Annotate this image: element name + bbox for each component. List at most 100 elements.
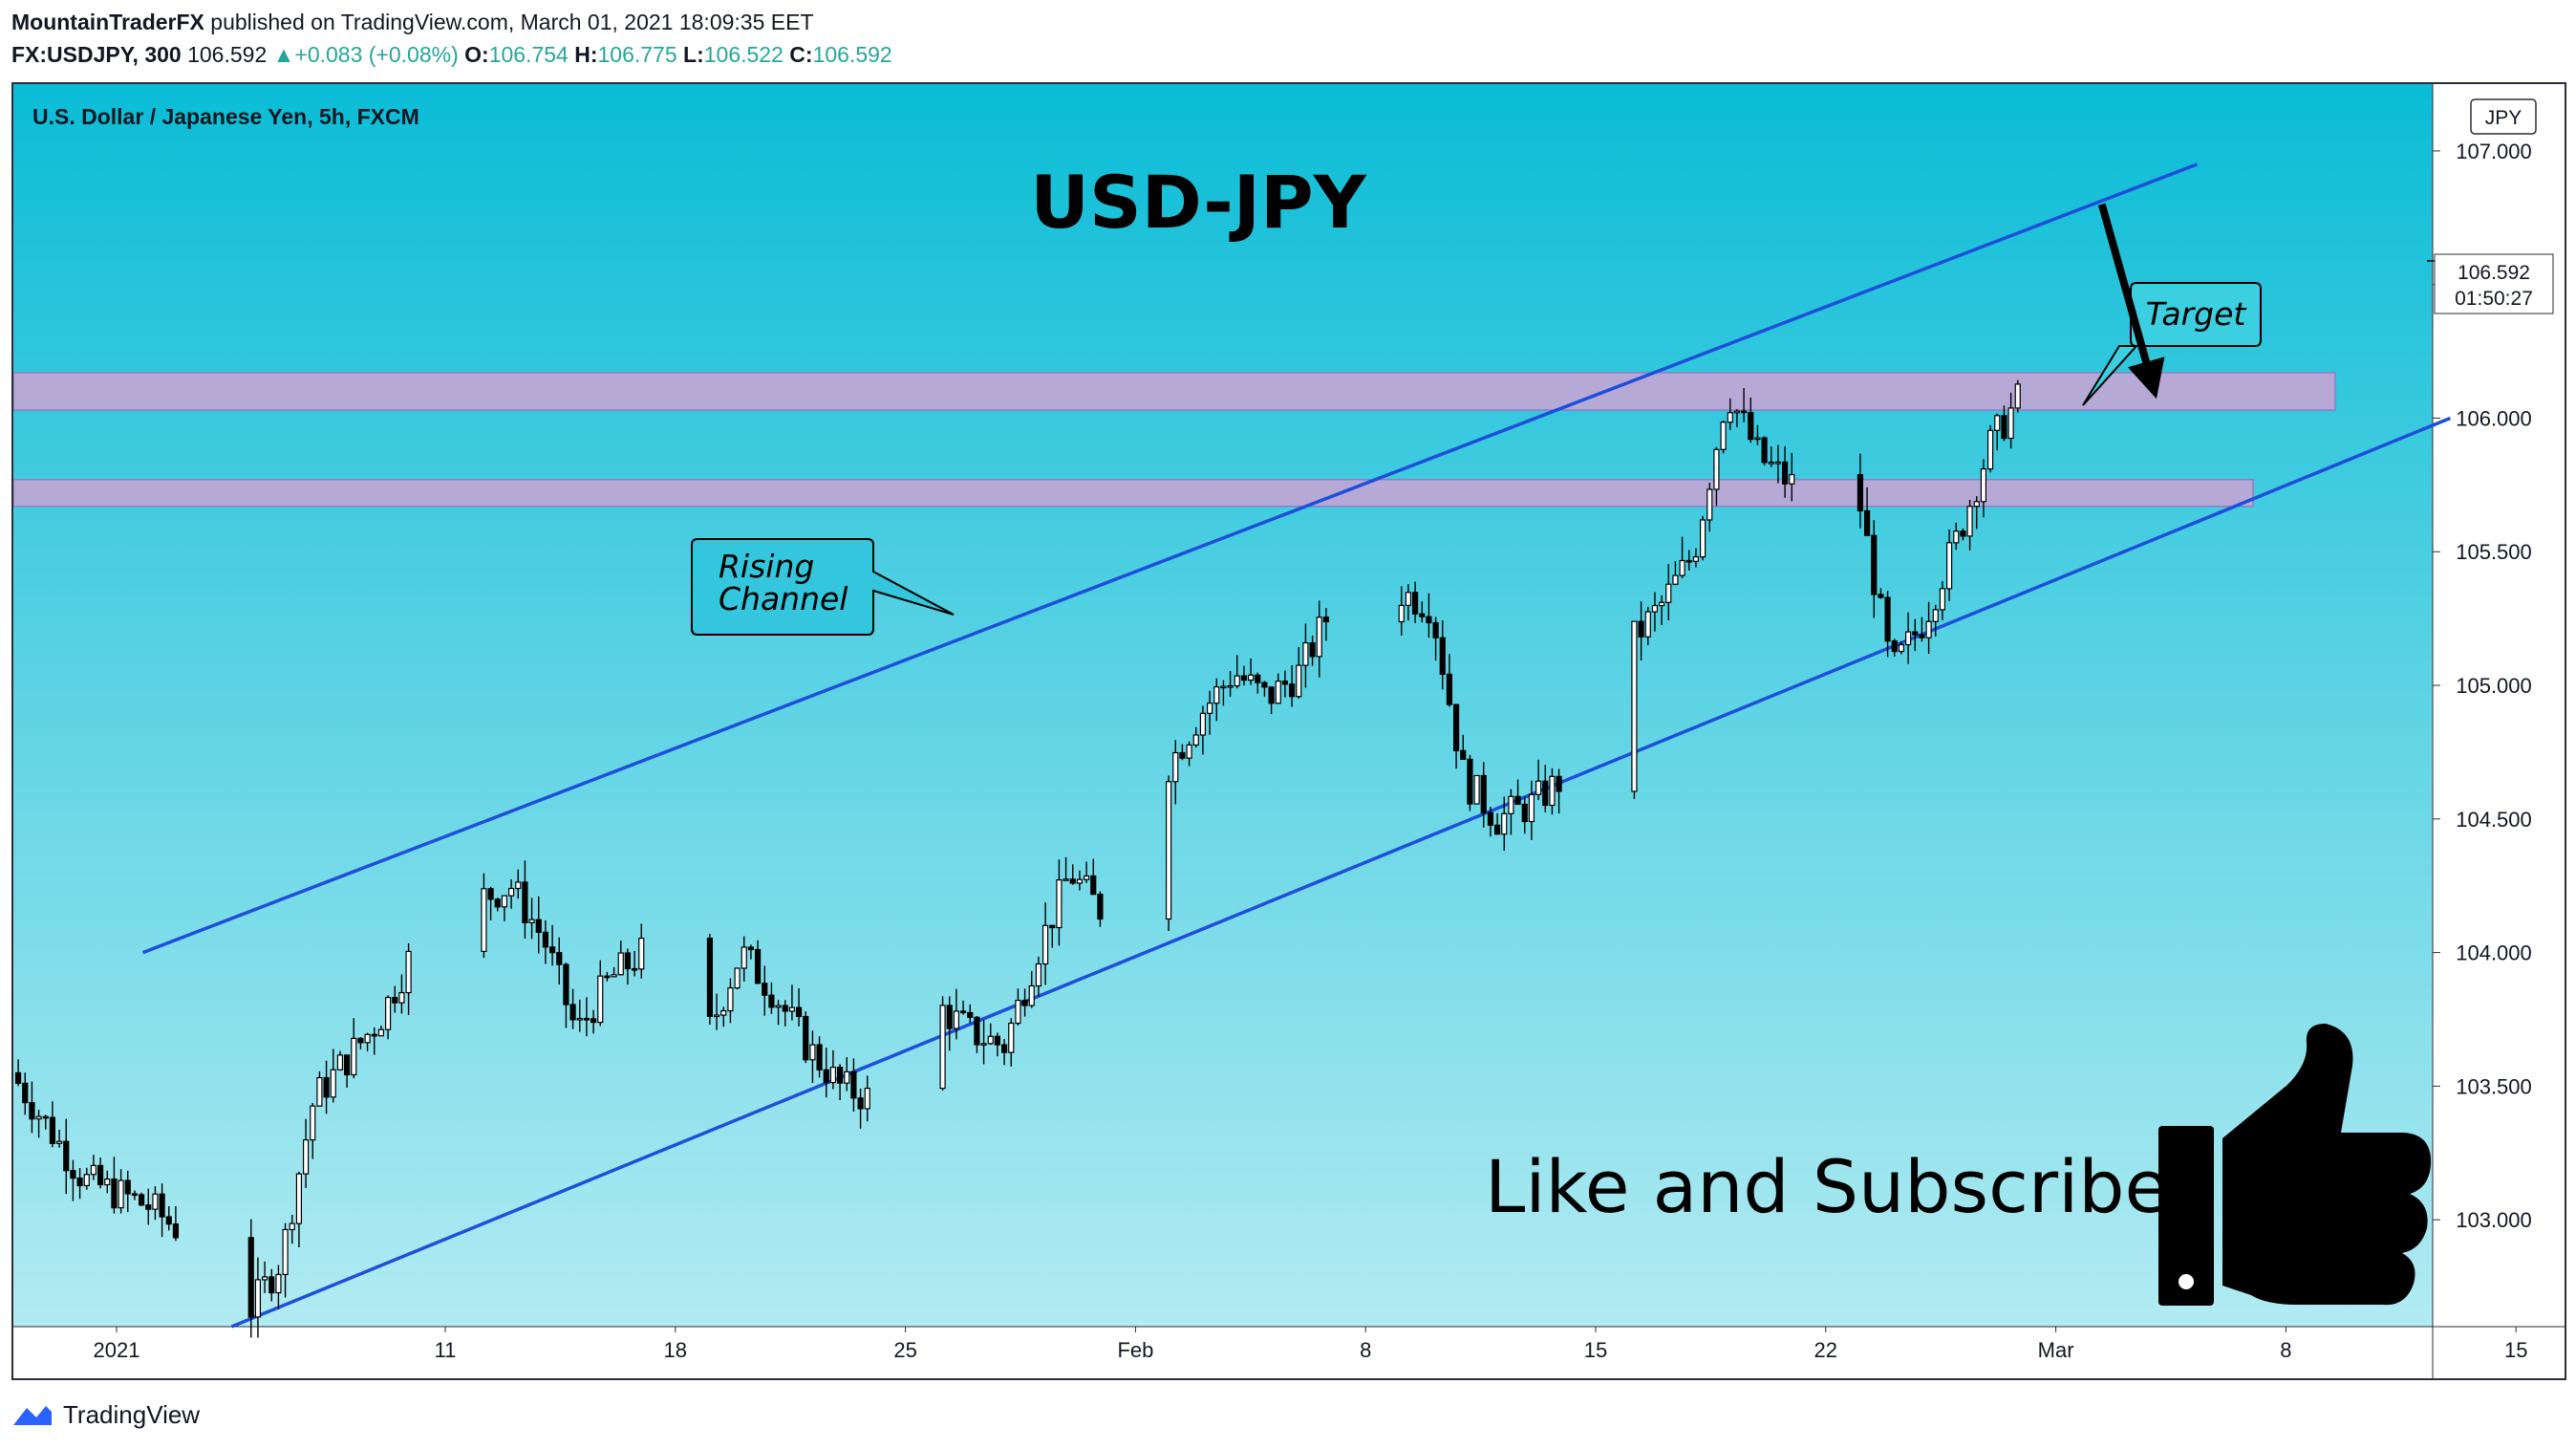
candle xyxy=(1754,424,1761,445)
candle-body xyxy=(1953,530,1960,544)
high-label: H: xyxy=(574,42,598,67)
candle xyxy=(768,982,775,1014)
candle-body xyxy=(1049,924,1056,929)
candle-body xyxy=(1535,780,1542,795)
candle-body xyxy=(1960,530,1966,537)
candle-body xyxy=(1199,712,1207,736)
y-tick-label: 105.000 xyxy=(2456,674,2532,698)
candle-body xyxy=(809,1044,816,1061)
candle xyxy=(1884,591,1891,658)
candle-body xyxy=(357,1037,364,1044)
candle xyxy=(569,988,576,1029)
candle-body xyxy=(1041,924,1049,965)
candle xyxy=(1165,775,1172,931)
candle-body xyxy=(63,1140,70,1172)
candle xyxy=(1919,616,1925,642)
candle xyxy=(1028,970,1035,1008)
candle-body xyxy=(1309,641,1316,658)
candle-body xyxy=(1480,774,1487,813)
candle-body xyxy=(1754,437,1761,441)
y-tick-label: 104.000 xyxy=(2456,941,2532,965)
candle xyxy=(1973,496,1980,530)
candle-body xyxy=(563,963,569,1006)
candle-body xyxy=(1789,473,1795,485)
candle-body xyxy=(1768,461,1774,465)
candle-body xyxy=(145,1204,152,1210)
currency-badge[interactable] xyxy=(2470,98,2537,135)
price-chart[interactable]: 107.000106.500106.000105.500105.000104.5… xyxy=(13,84,2565,1378)
candle xyxy=(1076,870,1084,891)
candle xyxy=(727,978,734,1024)
callout-box xyxy=(691,538,955,636)
tradingview-branding[interactable]: TradingView xyxy=(11,1397,200,1432)
candle-body xyxy=(590,1018,597,1024)
candle xyxy=(118,1169,124,1214)
candle-body xyxy=(762,983,768,996)
candle xyxy=(1781,445,1789,498)
candle xyxy=(1041,902,1049,985)
author-name[interactable]: MountainTraderFX xyxy=(11,10,204,34)
candle xyxy=(1432,616,1439,661)
candle xyxy=(1679,536,1685,578)
candle xyxy=(172,1205,180,1242)
candle-body xyxy=(97,1164,104,1186)
candle-body xyxy=(1493,824,1501,835)
candle-body xyxy=(1638,620,1644,638)
candle xyxy=(1405,584,1412,621)
candle xyxy=(1186,741,1192,767)
candle-body xyxy=(1316,616,1322,658)
chart-panel[interactable]: 107.000106.500106.000105.500105.000104.5… xyxy=(11,82,2566,1380)
candle-body xyxy=(501,895,508,908)
candle xyxy=(1460,734,1467,760)
open-value: 106.754 xyxy=(488,42,569,67)
candle xyxy=(481,873,487,959)
candle-body xyxy=(1186,744,1192,759)
candle-body xyxy=(1021,999,1028,1006)
candle-body xyxy=(1549,775,1556,807)
candle-body xyxy=(1008,1022,1015,1053)
candle xyxy=(316,1071,323,1107)
candle xyxy=(597,960,604,1027)
candle-body xyxy=(548,946,556,954)
candle-body xyxy=(1281,681,1289,685)
candle-body xyxy=(310,1105,316,1141)
candle-body xyxy=(1028,984,1035,1006)
candle xyxy=(1192,726,1199,747)
y-tick-label: 104.500 xyxy=(2456,808,2532,832)
candle xyxy=(1015,988,1021,1026)
candle-body xyxy=(1713,448,1720,490)
candle xyxy=(405,942,412,1015)
y-tick-label: 105.500 xyxy=(2456,540,2532,564)
candle-body xyxy=(22,1082,29,1104)
rising-channel xyxy=(141,162,2452,1329)
candle-body xyxy=(104,1178,111,1186)
candle xyxy=(351,1018,357,1079)
candle xyxy=(994,1032,1001,1057)
candle xyxy=(55,1129,63,1148)
candle xyxy=(1021,988,1028,1017)
candle-body xyxy=(987,1035,994,1045)
x-tick-label: 25 xyxy=(893,1338,916,1362)
candle xyxy=(809,1030,816,1084)
candle-body xyxy=(844,1071,850,1084)
candle-body xyxy=(720,1009,727,1016)
candle xyxy=(1035,956,1042,997)
candle-body xyxy=(1878,594,1884,598)
candle xyxy=(1898,641,1905,655)
candle-body xyxy=(384,996,392,1030)
candle xyxy=(2014,379,2021,413)
candle xyxy=(295,1171,303,1248)
candle-body xyxy=(487,888,494,900)
candle xyxy=(343,1054,351,1088)
candle xyxy=(775,1000,782,1026)
candle-body xyxy=(316,1076,323,1107)
bar-countdown: 01:50:27 xyxy=(2455,288,2533,310)
zone-1 xyxy=(13,372,2336,411)
candle-body xyxy=(111,1178,118,1209)
candle-body xyxy=(747,946,755,951)
candle-body xyxy=(1994,415,2001,431)
candle xyxy=(782,1000,788,1027)
candle-body xyxy=(1302,641,1309,666)
candle xyxy=(1316,600,1322,678)
candle xyxy=(829,1049,837,1090)
